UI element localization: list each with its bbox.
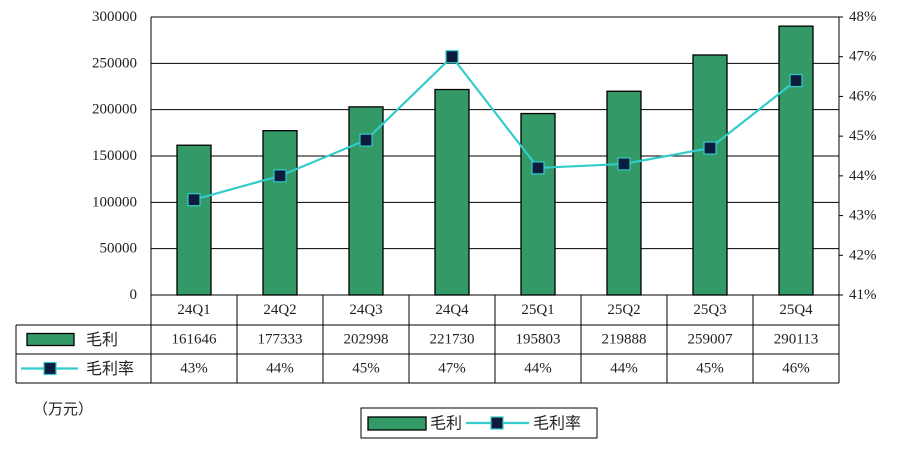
table-key-bar: [26, 332, 75, 347]
data-label: 47%: [438, 361, 466, 377]
data-label: 221730: [430, 332, 475, 348]
data-label: 259007: [688, 332, 734, 348]
category-label: 25Q4: [779, 302, 813, 318]
category-label: 24Q2: [263, 302, 296, 318]
bar: [176, 144, 212, 296]
bar: [434, 88, 470, 296]
y-left-tick-label: 150000: [92, 148, 137, 164]
bar: [606, 90, 642, 296]
data-label: 44%: [524, 361, 552, 377]
table-key-marker: [43, 361, 57, 376]
category-label: 25Q1: [521, 302, 554, 318]
line-marker: [445, 50, 459, 64]
data-label: 44%: [610, 361, 638, 377]
data-label: 161646: [172, 332, 218, 348]
line-marker: [617, 157, 631, 171]
table-row-label: 毛利率: [86, 359, 134, 378]
y-left-tick-label: 50000: [100, 241, 138, 257]
category-label: 24Q3: [349, 302, 382, 318]
data-label: 177333: [258, 332, 303, 348]
y-left-tick-label: 0: [130, 287, 138, 303]
legend-bar-swatch: [367, 416, 427, 431]
bar: [262, 130, 298, 296]
line-series: [193, 55, 797, 201]
category-label: 25Q3: [693, 302, 726, 318]
y-left-tick-label: 250000: [92, 55, 137, 71]
category-label: 24Q4: [435, 302, 469, 318]
y-right-tick-label: 44%: [849, 168, 877, 184]
y-right-tick-label: 42%: [849, 247, 877, 263]
bar: [520, 112, 556, 296]
line-marker: [187, 193, 201, 207]
legend-marker: [490, 416, 504, 430]
y-left-tick-label: 100000: [92, 194, 137, 210]
line-marker: [359, 133, 373, 147]
data-label: 46%: [782, 361, 810, 377]
line-marker: [789, 73, 803, 88]
bar: [778, 25, 814, 296]
data-label: 195803: [516, 332, 561, 348]
data-label: 219888: [602, 332, 647, 348]
line-marker: [273, 169, 287, 183]
y-right-tick-label: 47%: [849, 49, 877, 65]
y-right-tick-label: 46%: [849, 88, 877, 104]
data-label: 290113: [774, 332, 818, 348]
data-label: 202998: [344, 332, 389, 348]
unit-label: （万元）: [33, 400, 94, 418]
data-label: 45%: [352, 361, 380, 377]
category-label: 24Q1: [177, 302, 210, 318]
y-left-tick-label: 300000: [92, 9, 137, 25]
y-right-tick-label: 43%: [849, 208, 877, 224]
line-marker: [531, 161, 545, 175]
y-right-tick-label: 45%: [849, 128, 877, 144]
y-right-tick-label: 41%: [849, 287, 877, 303]
data-label: 43%: [180, 361, 208, 377]
line-marker: [703, 141, 717, 155]
data-label: 45%: [696, 361, 724, 377]
category-label: 25Q2: [607, 302, 640, 318]
y-left-tick-label: 200000: [92, 102, 137, 118]
legend-label: 毛利: [430, 414, 462, 433]
data-label: 44%: [266, 361, 294, 377]
table-row-label: 毛利: [86, 330, 118, 349]
y-right-tick-label: 48%: [849, 9, 877, 25]
bar: [692, 54, 728, 296]
legend-label: 毛利率: [533, 414, 581, 433]
